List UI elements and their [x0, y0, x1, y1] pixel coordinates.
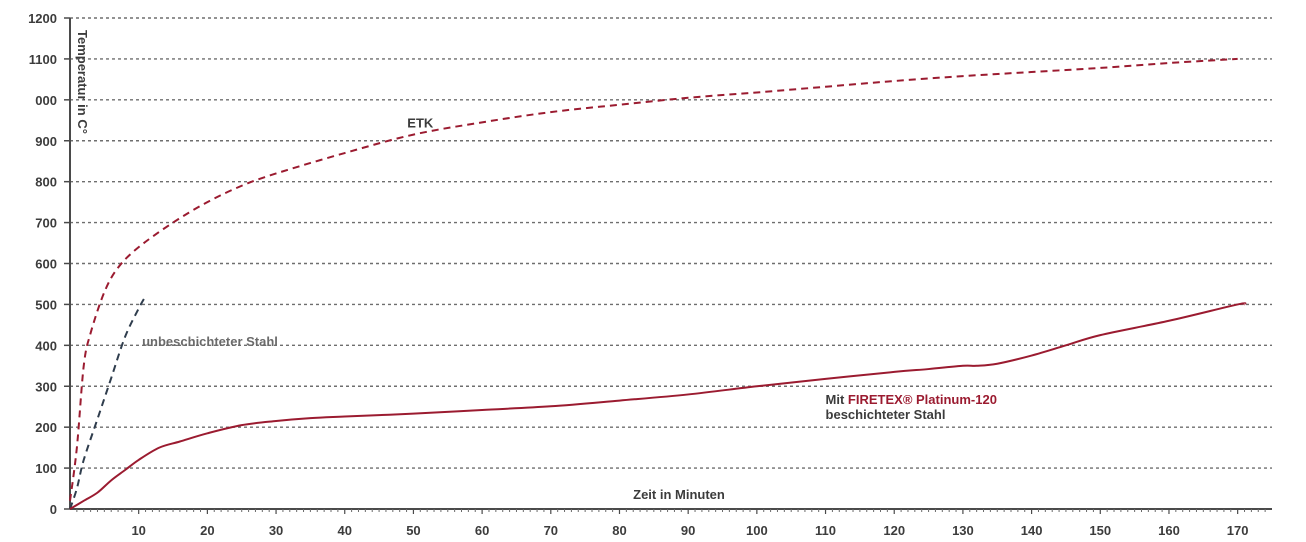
x-tick-label: 30 [269, 523, 283, 538]
x-tick-label: 90 [681, 523, 695, 538]
x-tick-label: 50 [406, 523, 420, 538]
annotation-uncoated: unbeschichteter Stahl [142, 334, 278, 349]
y-tick-label: 500 [35, 297, 57, 312]
x-tick-label: 10 [131, 523, 145, 538]
x-axis-label: Zeit in Minuten [633, 487, 725, 502]
y-tick-label: 000 [35, 93, 57, 108]
grid [70, 17, 1272, 469]
series-line-2 [69, 295, 147, 510]
x-tick-label: 130 [952, 523, 974, 538]
y-axis-label: Temperatur in C° [75, 30, 90, 134]
series-line-3 [69, 302, 1247, 510]
x-tick-label: 120 [883, 523, 905, 538]
annotations: ETK unbeschichteter Stahl Mit FIRETEX® Pla… [142, 115, 997, 422]
y-tick-label: 1100 [29, 52, 57, 67]
y-tick-label: 1200 [28, 11, 57, 26]
x-tick-label: 70 [544, 523, 558, 538]
x-tick-label: 20 [200, 523, 214, 538]
series-line-1 [69, 57, 1238, 501]
x-tick-label: 80 [612, 523, 626, 538]
x-ticks: 10 20 30 40 50 60 70 80 90 100 110 120 130 140 150 160 1… [76, 509, 1266, 538]
y-tick-label: 300 [35, 379, 57, 394]
x-tick-label: 170 [1227, 523, 1249, 538]
y-tick-label: 0 [50, 502, 57, 517]
series [69, 57, 1247, 510]
y-tick-label: 200 [35, 420, 57, 435]
annotation-coated-line1: Mit FIRETEX® Platinum-120 [826, 392, 997, 407]
y-tick-label: 800 [35, 175, 57, 190]
x-tick-label: 60 [475, 523, 489, 538]
y-tick-label: 400 [35, 338, 57, 353]
x-tick-label: 140 [1021, 523, 1043, 538]
y-tick-label: 100 [35, 461, 57, 476]
x-tick-label: 100 [746, 523, 768, 538]
x-tick-label: 110 [815, 523, 836, 538]
annotation-etk: ETK [407, 115, 434, 130]
annotation-coated-line2: beschichteter Stahl [826, 407, 946, 422]
y-tick-label: 700 [35, 216, 57, 231]
x-tick-label: 150 [1089, 523, 1111, 538]
y-tick-label: 900 [35, 134, 57, 149]
y-tick-label: 600 [35, 257, 57, 272]
y-ticks: 0 100 200 300 400 500 600 700 800 900 000 1100 1200 [28, 11, 70, 517]
x-tick-label: 160 [1158, 523, 1180, 538]
x-tick-label: 40 [338, 523, 352, 538]
